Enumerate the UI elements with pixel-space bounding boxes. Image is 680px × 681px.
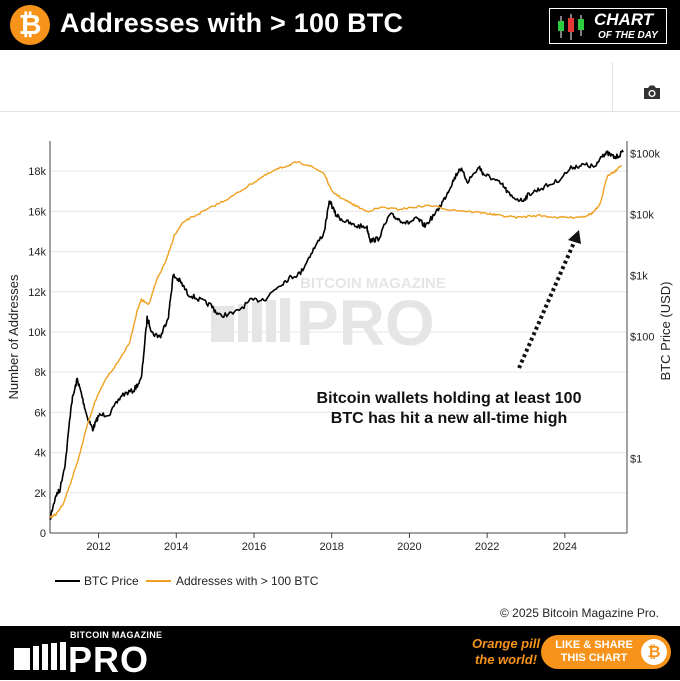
footer-brand-top: BITCOIN MAGAZINE [70,630,163,640]
y2-axis-title: BTC Price (USD) [658,282,673,381]
y-axis-title: Number of Addresses [6,274,21,400]
annotation-arrowhead-icon [568,230,581,244]
badge-line-chart: CHART [594,10,654,29]
y2-tick-label: $100k [630,148,660,160]
bitcoin-logo-icon: ₿ [10,5,50,45]
footer-slogan-line1: Orange pill [472,636,540,651]
x-tick-label: 2012 [86,541,110,553]
chart-series [49,149,624,520]
watermark-line1: BITCOIN MAGAZINE [300,275,446,292]
y2-tick-label: $100 [630,331,654,343]
header-bar: ₿ Addresses with > 100 BTC CHART OF THE … [0,0,680,50]
y-tick-label: 8k [34,367,46,379]
annotation-line1: Bitcoin wallets holding at least 100 [317,390,582,407]
cta-line1: LIKE & SHARE [555,639,633,651]
legend-addresses-label[interactable]: Addresses with > 100 BTC [176,574,319,588]
y2-tick-label: $1k [630,270,648,282]
like-share-label: LIKE & SHARE THIS CHART [549,639,639,665]
bitcoin-coin-icon: ₿ [641,639,667,665]
chart-legend: BTC Price Addresses with > 100 BTC [55,574,319,588]
y-tick-label: 6k [34,407,46,419]
y-tick-label: 2k [34,488,46,500]
y-tick-label: 0 [40,528,46,540]
cta-line2: THIS CHART [560,652,628,664]
annotation-line2: BTC has hit a new all-time high [331,410,567,427]
y-tick-label: 10k [28,327,46,339]
btc-price-line [49,149,624,520]
copyright-text: © 2025 Bitcoin Magazine Pro. [500,606,659,620]
footer-slogan-line2: the world! [474,652,538,667]
x-tick-label: 2016 [242,541,266,553]
brand-bars-icon [14,642,66,670]
chart-grid [50,170,627,494]
camera-icon[interactable] [643,84,661,100]
addresses-line [49,160,622,519]
chart-area: BITCOIN MAGAZINE PRO 0 2k 4k 6k 8k 10k 12k 14k 1… [6,141,673,588]
page-title: Addresses with > 100 BTC [60,8,404,38]
watermark: BITCOIN MAGAZINE PRO [211,275,446,359]
y2-tick-label: $1 [630,453,642,465]
y-tick-label: 12k [28,287,46,299]
badge-line-of-the-day: OF THE DAY [598,30,658,41]
footer-slogan: Orange pill the world! [466,636,546,668]
footer-brand-pro: PRO [68,639,150,680]
y-tick-label: 4k [34,448,46,460]
watermark-bars-icon [211,298,290,342]
x-tick-label: 2014 [164,541,188,553]
y-tick-label: 16k [28,206,46,218]
x-tick-label: 2022 [475,541,499,553]
chart-toolbar [0,62,680,112]
y2-tick-label: $10k [630,209,654,221]
x-tick-label: 2020 [397,541,421,553]
chart-of-the-day-badge: CHART OF THE DAY [549,8,667,44]
x-tick-label: 2018 [319,541,343,553]
y-tick-label: 14k [28,247,46,259]
footer-bar: BITCOIN MAGAZINE PRO Orange pill the wor… [0,626,680,680]
x-tick-label: 2024 [553,541,577,553]
candlestick-icon [558,14,584,40]
annotation-arrow-line [517,237,578,369]
legend-price-label[interactable]: BTC Price [84,574,139,588]
watermark-line2: PRO [296,287,435,359]
chart-axes: 0 2k 4k 6k 8k 10k 12k 14k 16k 18k 2012 2014 2016 2018… [6,141,673,553]
y-tick-label: 18k [28,166,46,178]
like-share-button[interactable]: LIKE & SHARE THIS CHART ₿ [541,635,671,669]
toolbar-divider [612,62,613,112]
